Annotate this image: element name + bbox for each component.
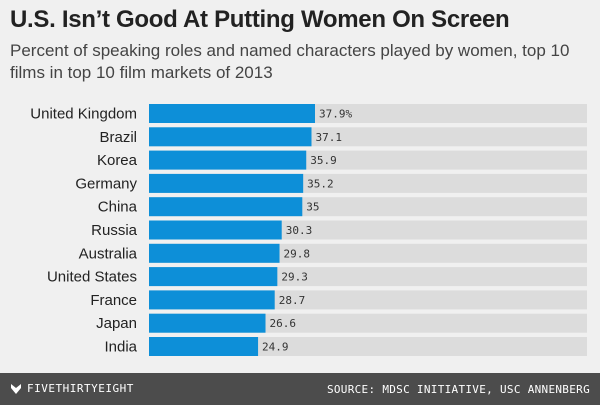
category-label-united-states: United States xyxy=(47,269,137,286)
footer-bar: FIVETHIRTYEIGHT SOURCE: MDSC INITIATIVE,… xyxy=(0,373,600,405)
brand-name: FIVETHIRTYEIGHT xyxy=(27,382,134,395)
bar-france xyxy=(149,290,275,310)
bar-korea xyxy=(149,150,307,170)
source-note: SOURCE: MDSC INITIATIVE, USC ANNENBERG xyxy=(326,383,590,396)
category-label-india: India xyxy=(104,339,137,356)
value-label-united-kingdom: 37.9% xyxy=(319,108,352,121)
value-label-russia: 30.3 xyxy=(286,224,313,237)
value-label-brazil: 37.1 xyxy=(315,131,342,144)
bar-united-kingdom xyxy=(149,104,316,123)
category-label-japan: Japan xyxy=(96,315,137,332)
chart-title: U.S. Isn’t Good At Putting Women On Scre… xyxy=(10,6,510,33)
value-label-australia: 29.8 xyxy=(284,247,311,260)
bar-united-states xyxy=(149,267,278,287)
bar-brazil xyxy=(149,127,312,147)
category-label-germany: Germany xyxy=(75,175,137,192)
bar-russia xyxy=(149,220,282,240)
value-label-france: 28.7 xyxy=(279,294,306,307)
bar-china xyxy=(149,197,303,217)
category-label-france: France xyxy=(90,292,137,309)
category-label-brazil: Brazil xyxy=(99,129,137,146)
category-label-korea: Korea xyxy=(97,152,138,169)
bar-chart: United Kingdom 37.9% Brazil 37.1 Korea 35.9 Ge… xyxy=(30,104,587,356)
value-label-india: 24.9 xyxy=(262,341,289,354)
bar-track-india xyxy=(149,337,587,356)
bar-germany xyxy=(149,173,304,193)
fivethirtyeight-fox-icon xyxy=(11,383,21,394)
category-label-russia: Russia xyxy=(91,222,138,239)
bar-australia xyxy=(149,243,280,263)
bar-japan xyxy=(149,313,266,333)
value-label-germany: 35.2 xyxy=(307,177,334,190)
brand-logo: FIVETHIRTYEIGHT xyxy=(10,382,134,395)
value-label-korea: 35.9 xyxy=(310,154,337,167)
category-label-china: China xyxy=(98,199,138,216)
value-label-china: 35 xyxy=(306,201,319,214)
value-label-united-states: 29.3 xyxy=(281,271,308,284)
value-label-japan: 26.6 xyxy=(270,317,297,330)
category-label-australia: Australia xyxy=(79,245,138,262)
chart-subtitle: Percent of speaking roles and named char… xyxy=(10,41,570,82)
bar-india xyxy=(149,337,259,356)
category-label-united-kingdom: United Kingdom xyxy=(30,106,137,123)
